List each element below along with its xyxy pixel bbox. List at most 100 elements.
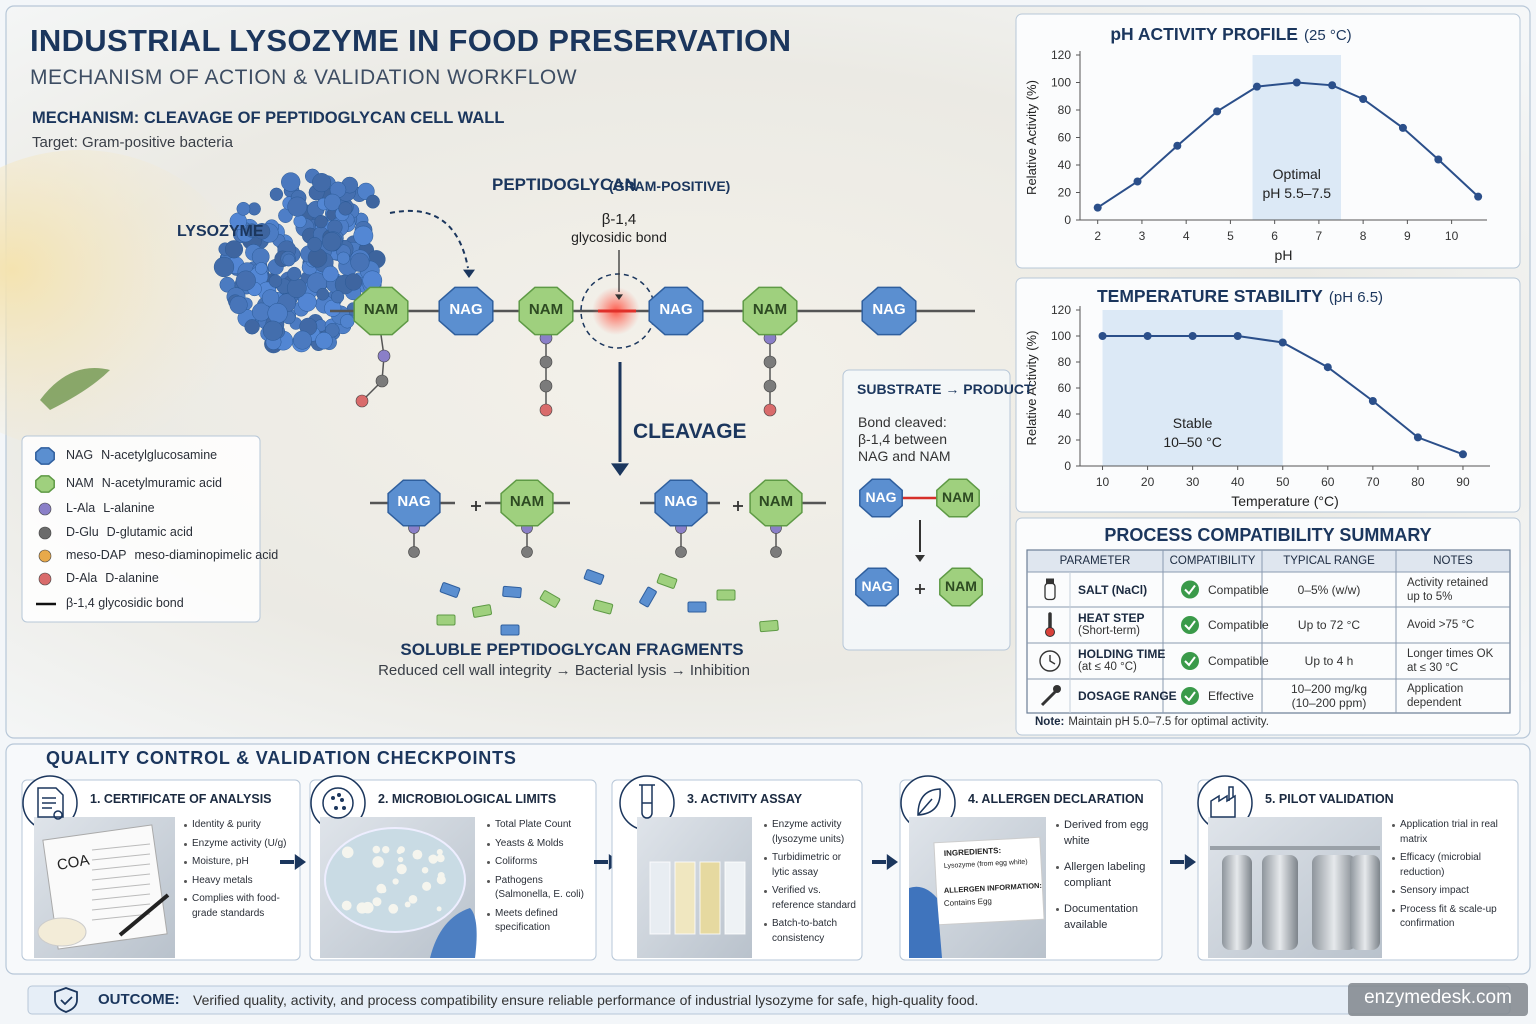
tube-icon [639, 784, 655, 819]
colony [408, 894, 418, 904]
legend-icon [38, 549, 52, 563]
coa-line [91, 863, 151, 871]
y-tick-label: 20 [1058, 433, 1072, 447]
node-label: NAG [861, 577, 893, 594]
table-status: Effective [1208, 689, 1254, 703]
lysozyme-atom [268, 274, 283, 288]
stem-residue [539, 403, 553, 417]
data-point [1093, 203, 1102, 212]
lysozyme-atom [287, 266, 302, 281]
legend-icon [38, 526, 52, 540]
y-tick-label: 120 [1051, 48, 1071, 62]
nag-node [387, 479, 441, 527]
stem-residue [355, 394, 369, 408]
cuvette [724, 861, 746, 935]
data-point [1173, 141, 1182, 150]
y-tick-label: 60 [1058, 131, 1072, 145]
substrate-title: SUBSTRATE → PRODUCT [857, 381, 1033, 397]
cuvette [649, 861, 671, 935]
salt-icon [1046, 578, 1054, 584]
x-tick-label: 10 [1445, 229, 1459, 243]
data-point [1328, 81, 1337, 90]
bond-label: β-1,4 [601, 211, 637, 228]
table-parameter: DOSAGE RANGE [1078, 689, 1177, 703]
table-range: 0–5% (w/w) [1297, 582, 1361, 597]
table-range: Up to 4 h [1304, 654, 1354, 668]
stem-residue [763, 379, 777, 393]
allergen-card-text: Lysozyme (from egg white) [944, 859, 1028, 870]
lysozyme-atom [262, 320, 283, 341]
nag-node [855, 567, 899, 607]
y-tick-label: 80 [1058, 355, 1072, 369]
section-heading: MECHANISM: CLEAVAGE OF PEPTIDOGLYCAN CEL… [32, 109, 505, 127]
table-header-bg [1027, 550, 1510, 572]
dropper-icon [1040, 690, 1057, 707]
powder-dish [37, 917, 87, 947]
arrow-head [294, 854, 306, 870]
x-tick-label: 80 [1411, 475, 1425, 489]
qc-step-title: 5. PILOT VALIDATION [1265, 792, 1394, 806]
colony [382, 845, 390, 854]
check-badge [1181, 652, 1199, 670]
watermark-bg [1348, 983, 1528, 1016]
data-point [1458, 450, 1467, 459]
watermark: enzymedesk.com [1364, 987, 1512, 1008]
lysozyme-atom [293, 214, 307, 228]
node-label: NAM [528, 301, 564, 319]
binding-arrow [389, 209, 469, 269]
nam-node [353, 286, 409, 336]
data-point [1213, 107, 1222, 116]
nam-node [518, 286, 574, 336]
fragment-piece [687, 601, 707, 613]
colony [361, 901, 374, 914]
x-tick-label: 6 [1271, 229, 1278, 243]
clock-icon [1049, 655, 1056, 665]
node-label: NAM [942, 488, 974, 505]
petri-icon [337, 793, 341, 797]
fragment-piece [502, 585, 522, 599]
stem-residue [539, 379, 553, 393]
table-status: Compatible [1208, 618, 1269, 632]
x-tick-label: 90 [1456, 475, 1470, 489]
x-tick-label: 2 [1094, 229, 1101, 243]
y-tick-label: 40 [1058, 158, 1072, 172]
nam-node [936, 478, 980, 518]
chart-title-row: TEMPERATURE STABILITY (pH 6.5) [1097, 286, 1383, 307]
qc-item: Process fit & scale-up confirmation [1391, 903, 1512, 932]
table-parameter: SALT (NaCl) [1078, 582, 1148, 597]
colony [436, 849, 443, 856]
table-status: Compatible [1208, 654, 1269, 668]
legend-icon [38, 572, 52, 586]
qc-item: Total Plate Count [486, 818, 590, 833]
legend-name: N-acetylmuramic acid [101, 476, 222, 490]
page-title: INDUSTRIAL LYSOZYME IN FOOD PRESERVATION [30, 23, 792, 58]
petri-icon [340, 798, 344, 802]
cuvette [674, 861, 696, 935]
petri-icon [334, 806, 338, 810]
lysozyme-atom [267, 303, 288, 324]
qc-checklist: Identity & purity Enzyme activity (U/g) Mo… [183, 818, 294, 925]
fragments-note: Reduced cell wall integrity → Bacterial … [378, 662, 750, 679]
petri-icon [322, 787, 354, 819]
fragment-piece [439, 582, 461, 598]
qc-step-title: 2. MICROBIOLOGICAL LIMITS [378, 792, 557, 806]
colony [412, 849, 423, 860]
qc-item: Application trial in real matrix [1391, 818, 1512, 847]
node-label: NAM [363, 301, 399, 319]
legend-entry: NAM N-acetylmuramic acid [66, 476, 222, 491]
fragments-title: SOLUBLE PEPTIDOGLYCAN FRAGMENTS [400, 640, 744, 659]
y-tick-label: 0 [1064, 213, 1071, 227]
data-point [1413, 433, 1422, 442]
stem-residue [675, 546, 687, 558]
steel-tank [1312, 855, 1356, 950]
colony [404, 901, 411, 908]
lysozyme-label: LYSOZYME [177, 223, 264, 240]
stem-residue [763, 355, 777, 369]
colony [436, 854, 445, 863]
data-point [1434, 155, 1443, 164]
lysozyme-atom [350, 252, 370, 272]
petri-icon [342, 806, 346, 810]
y-tick-label: 20 [1058, 186, 1072, 200]
legend-name: D-alanine [105, 571, 159, 585]
